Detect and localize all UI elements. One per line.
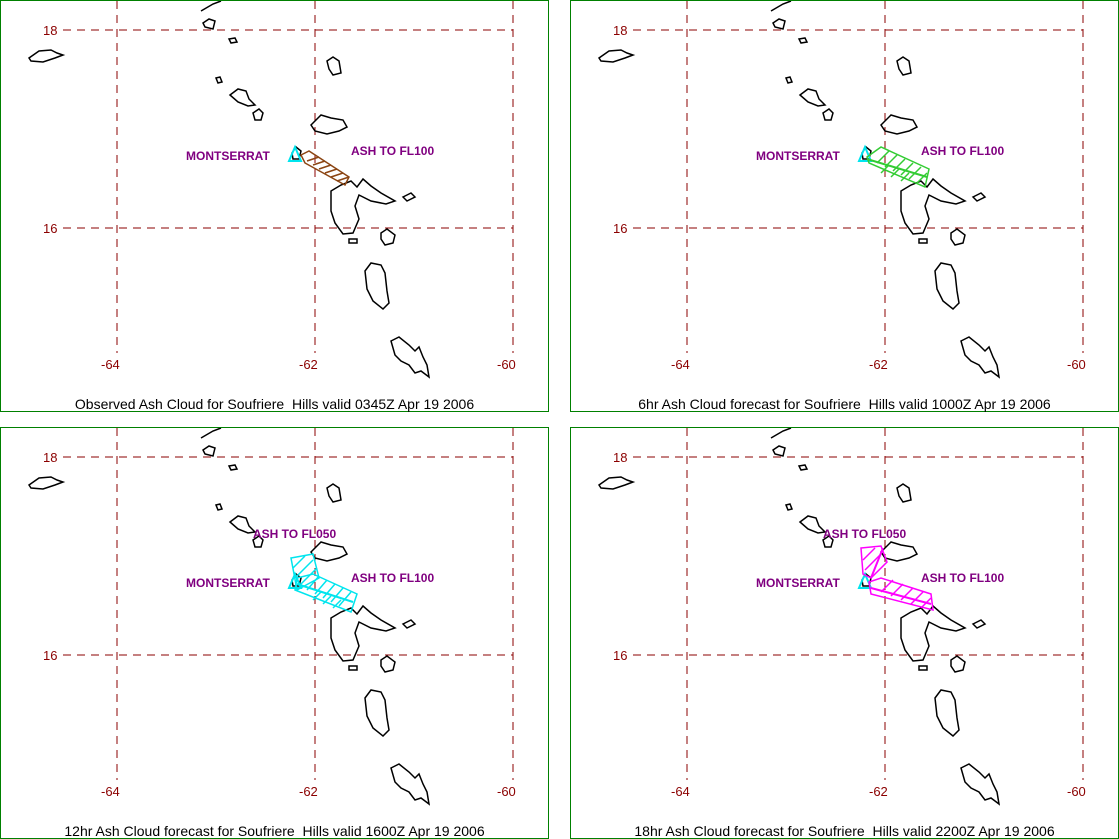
montserrat-volcano-icon [857,571,873,589]
lon-tick-64: -64 [671,784,690,799]
lon-tick-64: -64 [101,357,120,372]
ash-cloud-fl100 [299,150,350,187]
map-18hr: 18 16 -64 -62 -60 [597,428,1086,806]
lon-tick-60: -60 [497,357,516,372]
label-ash-fl050: ASH TO FL050 [823,527,906,541]
label-montserrat: MONTSERRAT [186,149,270,163]
graticule [633,1,1084,353]
panel-caption: Observed Ash Cloud for Soufriere Hills v… [74,396,475,412]
lat-tick-16: 16 [613,221,627,236]
panel-caption: 18hr Ash Cloud forecast for Soufriere Hi… [634,823,1055,839]
panel-18hr: 18 16 -64 -62 -60 [570,427,1119,839]
coastlines [27,1,431,379]
lon-tick-60: -60 [1067,357,1086,372]
panel-caption: 12hr Ash Cloud forecast for Soufriere Hi… [64,823,485,839]
label-ash-fl050: ASH TO FL050 [253,527,336,541]
coastlines [597,1,1001,379]
lon-tick-64: -64 [671,357,690,372]
label-montserrat: MONTSERRAT [756,149,840,163]
label-montserrat: MONTSERRAT [756,576,840,590]
label-ash-fl100: ASH TO FL100 [351,571,434,585]
map-observed: 18 16 -64 -62 -60 [27,1,516,379]
ash-cloud-fl100 [866,146,930,189]
lon-tick-62: -62 [299,784,318,799]
lon-tick-60: -60 [1067,784,1086,799]
label-ash-fl100: ASH TO FL100 [921,144,1004,158]
lon-tick-64: -64 [101,784,120,799]
lat-tick-18: 18 [613,23,627,38]
ash-cloud-fl100 [868,577,934,612]
lat-tick-16: 16 [43,648,57,663]
lat-tick-16: 16 [613,648,627,663]
label-montserrat: MONTSERRAT [186,576,270,590]
coastlines [27,428,431,806]
lon-tick-62: -62 [299,357,318,372]
ash-cloud-fl050 [860,545,888,579]
panel-6hr: 18 16 -64 -62 -60 [570,0,1119,412]
graticule [63,1,514,353]
label-ash-fl100: ASH TO FL100 [921,571,1004,585]
panel-observed: 18 16 -64 -62 -60 [0,0,549,412]
map-6hr: 18 16 -64 -62 -60 [597,1,1086,379]
ash-cloud-fl100 [294,573,358,613]
lat-tick-18: 18 [613,450,627,465]
map-12hr: 18 16 -64 -62 -60 [27,428,516,806]
ash-cloud-fl050 [290,553,320,592]
label-ash-fl100: ASH TO FL100 [351,144,434,158]
graticule [633,428,1084,780]
coastlines [597,428,1001,806]
lat-tick-16: 16 [43,221,57,236]
graticule [63,428,514,780]
panel-caption: 6hr Ash Cloud forecast for Soufriere Hil… [638,396,1051,412]
montserrat-volcano-icon [287,144,303,162]
panel-12hr: 18 16 -64 -62 -60 [0,427,549,839]
lat-tick-18: 18 [43,23,57,38]
lon-tick-62: -62 [869,357,888,372]
lon-tick-60: -60 [497,784,516,799]
montserrat-volcano-icon [857,144,873,162]
lat-tick-18: 18 [43,450,57,465]
lon-tick-62: -62 [869,784,888,799]
